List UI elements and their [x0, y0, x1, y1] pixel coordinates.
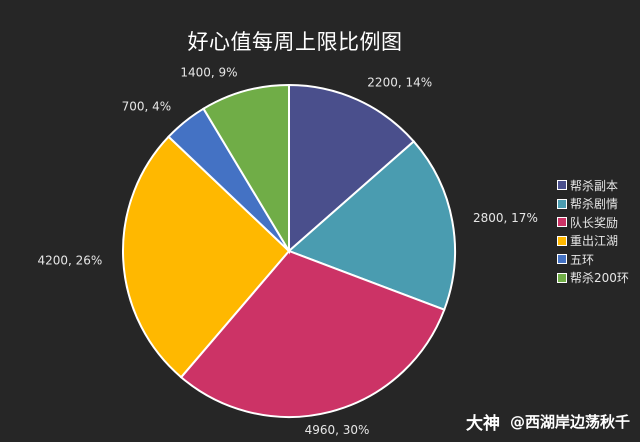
- legend-swatch: [557, 198, 567, 209]
- chart-title: 好心值每周上限比例图: [187, 30, 403, 54]
- legend-item-2: 帮杀剧情: [557, 195, 637, 214]
- data-label: 4200, 26%: [37, 254, 102, 268]
- data-label: 1400, 9%: [180, 66, 237, 80]
- pie-slice: [179, 249, 446, 418]
- legend-label: 帮杀200环: [570, 271, 629, 286]
- legend-item-1: 帮杀副本: [557, 176, 637, 195]
- legend-swatch: [557, 235, 567, 246]
- legend-label: 重出江湖: [570, 234, 619, 249]
- pie-slice: [122, 135, 291, 379]
- legend-label: 队长奖励: [570, 215, 619, 230]
- legend-swatch: [557, 217, 567, 228]
- pie-slice: [202, 83, 290, 255]
- legend-label: 帮杀剧情: [570, 197, 619, 212]
- data-label: 2800, 17%: [473, 211, 538, 225]
- legend-label: 帮杀副本: [570, 178, 619, 193]
- legend-swatch: [557, 180, 567, 191]
- watermark: 大神 @西湖岸边荡秋千: [466, 409, 630, 434]
- pie-slice: [288, 83, 416, 254]
- watermark-logo: 大神: [465, 414, 500, 434]
- data-label: 700, 4%: [122, 100, 172, 114]
- data-label: 4960, 30%: [305, 423, 370, 437]
- legend-item-5: 五环: [557, 250, 637, 269]
- legend-item-6: 帮杀200环: [557, 269, 637, 288]
- legend-label: 五环: [570, 252, 595, 267]
- legend: 帮杀副本 帮杀剧情 队长奖励 重出江湖 五环 帮杀200环: [557, 176, 637, 287]
- legend-item-4: 重出江湖: [557, 232, 637, 251]
- legend-item-3: 队长奖励: [557, 213, 637, 232]
- legend-swatch: [557, 272, 567, 283]
- legend-swatch: [557, 254, 567, 265]
- pie-slice: [287, 140, 456, 311]
- data-label: 2200, 14%: [367, 76, 432, 90]
- watermark-handle: @西湖岸边荡秋千: [509, 413, 630, 431]
